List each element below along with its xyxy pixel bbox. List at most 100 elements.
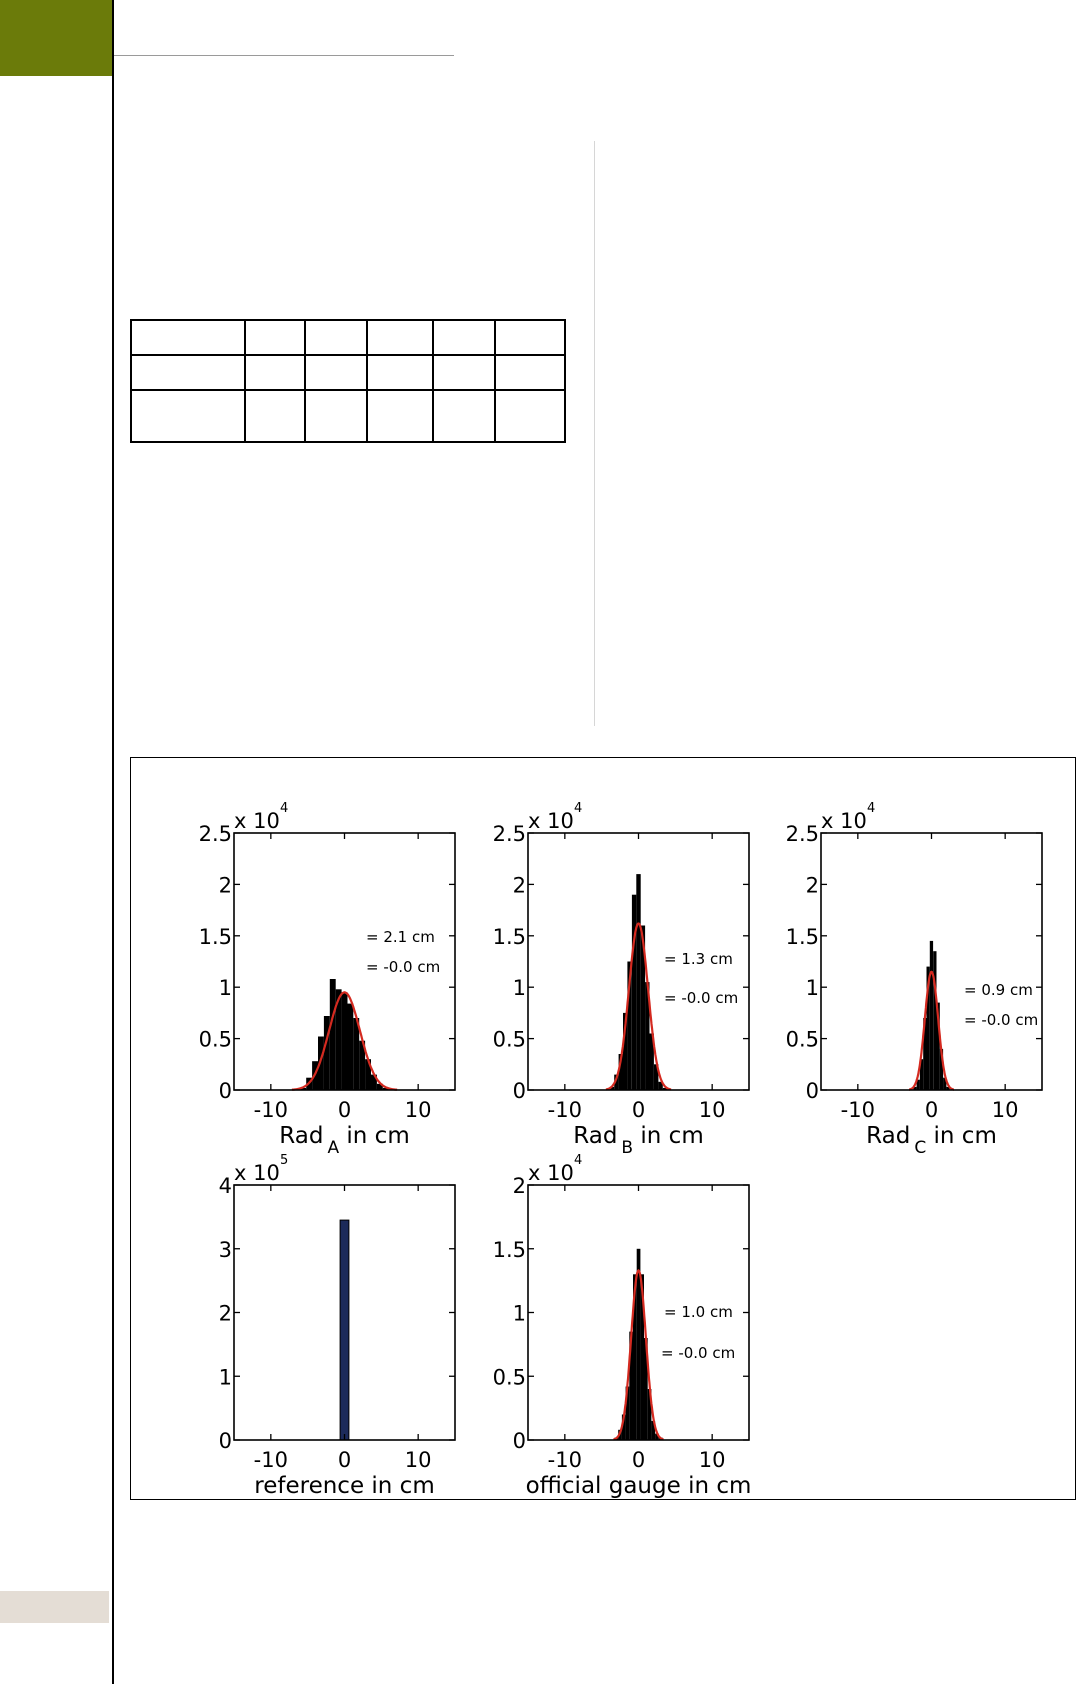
x-axis-label-main: Rad (279, 1123, 323, 1149)
histogram-bar (382, 1087, 389, 1090)
histogram-bar (300, 1087, 307, 1090)
x-axis-label: official gauge in cm (526, 1473, 752, 1498)
histogram-bar (926, 966, 930, 1090)
histogram-bar (371, 1074, 377, 1090)
table-cell (366, 319, 434, 356)
histogram-bar (609, 1086, 615, 1090)
y-tick-label: 2.5 (493, 822, 526, 846)
fit-annotation: = -0.0 cm (664, 989, 738, 1007)
x-tick-label: 0 (632, 1098, 645, 1122)
data-table (130, 319, 566, 443)
histogram-bar (658, 1081, 663, 1090)
y-tick-label: 2 (219, 873, 232, 897)
y-tick-label: 0 (219, 1079, 232, 1103)
y-multiplier-exponent: 5 (280, 1153, 288, 1168)
histogram-bar (640, 925, 646, 1090)
table-cell (304, 354, 368, 391)
histogram-bar (614, 1074, 619, 1090)
x-tick-label: 10 (992, 1098, 1019, 1122)
histogram-bar (623, 1012, 628, 1090)
histogram-bar (923, 1018, 927, 1090)
y-tick-label: 2 (219, 1302, 232, 1326)
x-tick-label: 10 (699, 1098, 726, 1122)
x-axis-label-subscript: A (327, 1138, 339, 1158)
y-multiplier: x 10 (821, 809, 867, 833)
subplot-2: -10 0 10 0 0.5 1 1.5 2 2.5x 104 Rad B in cm = 1.3 c… (493, 801, 750, 1158)
table-cell (432, 319, 496, 356)
table-cell (432, 354, 496, 391)
fit-annotation: = 2.1 cm (366, 928, 435, 946)
x-tick-label: 10 (405, 1448, 432, 1472)
y-tick-label: 1.5 (786, 925, 819, 949)
x-tick-label: 0 (338, 1098, 351, 1122)
histogram-bar (913, 1086, 917, 1090)
histogram-bar (929, 940, 934, 1090)
table-row (130, 319, 566, 356)
table-cell (304, 389, 368, 443)
table-cell (366, 389, 434, 443)
y-tick-label: 1.5 (493, 1238, 526, 1262)
header-rule (114, 55, 454, 56)
subplot-3: -10 0 10 0 0.5 1 1.5 2 2.5x 104 Rad C in cm = 0.9 c… (786, 801, 1043, 1158)
footer-tab (0, 1591, 109, 1623)
histogram-bar (939, 1048, 944, 1090)
x-tick-label: -10 (254, 1098, 288, 1122)
histogram-bar (645, 982, 650, 1090)
histogram-bar (636, 1248, 641, 1441)
histogram-bar (943, 1077, 947, 1090)
y-tick-label: 0.5 (493, 1028, 526, 1052)
histogram-bar (323, 1016, 330, 1090)
y-tick-label: 1.5 (199, 925, 232, 949)
histogram-bar (644, 1338, 648, 1440)
x-tick-label: 10 (405, 1098, 432, 1122)
fit-annotation: = 0.9 cm (964, 981, 1033, 999)
histogram-bar (329, 979, 336, 1090)
y-tick-label: 2 (513, 873, 526, 897)
histogram-bar (625, 1386, 630, 1440)
x-tick-label: 0 (338, 1448, 351, 1472)
histogram-bar (916, 1079, 920, 1090)
fit-annotation: = 1.0 cm (664, 1303, 733, 1321)
y-tick-label: 0 (513, 1429, 526, 1453)
x-axis-label-main: Rad (573, 1123, 617, 1149)
table-cell (244, 319, 306, 356)
histogram-bar (621, 1414, 626, 1440)
y-tick-label: 0.5 (786, 1028, 819, 1052)
y-tick-label: 0 (806, 1079, 819, 1103)
x-axis-label-main: Rad (866, 1123, 910, 1149)
x-tick-label: 0 (925, 1098, 938, 1122)
histogram-bar (946, 1086, 950, 1090)
x-axis-label-suffix: in cm (339, 1123, 410, 1149)
x-axis-label: Rad B in cm (573, 1123, 703, 1158)
histogram-bar (936, 1002, 940, 1090)
table-row (130, 354, 566, 391)
table-cell (244, 354, 306, 391)
y-tick-label: 1 (219, 1365, 232, 1389)
y-tick-label: 1 (806, 976, 819, 1000)
table-cell (494, 319, 566, 356)
histogram-bar (633, 1274, 637, 1441)
table-cell (244, 389, 306, 443)
histogram-bar (365, 1059, 371, 1090)
fit-annotation: = -0.0 cm (366, 958, 440, 976)
x-axis-label-suffix: in cm (633, 1123, 704, 1149)
histogram-bar (631, 894, 637, 1090)
histogram-bar (376, 1083, 383, 1090)
histogram-bar (647, 1389, 652, 1440)
x-tick-label: -10 (254, 1448, 288, 1472)
x-axis-label-subscript: C (914, 1138, 926, 1158)
accent-green-block (0, 0, 112, 76)
histogram-bar (618, 1054, 623, 1090)
fit-annotation: = -0.0 cm (661, 1344, 735, 1362)
histogram-bar (353, 1018, 360, 1090)
table-cell (494, 389, 566, 443)
table-cell (366, 354, 434, 391)
histogram-bar (347, 1003, 354, 1090)
subplot-5: -10 0 10 0 0.5 1 1.5 2x 104 official gauge in cm… (493, 1153, 752, 1498)
histogram-bar (636, 874, 641, 1090)
subplot-4: -10 0 10 0 1 2 3 4x 105 reference in cm (219, 1153, 456, 1498)
fit-curve (613, 1269, 664, 1441)
x-tick-label: 0 (632, 1448, 645, 1472)
histogram-bar (654, 1064, 659, 1090)
histogram-bar (335, 989, 342, 1090)
